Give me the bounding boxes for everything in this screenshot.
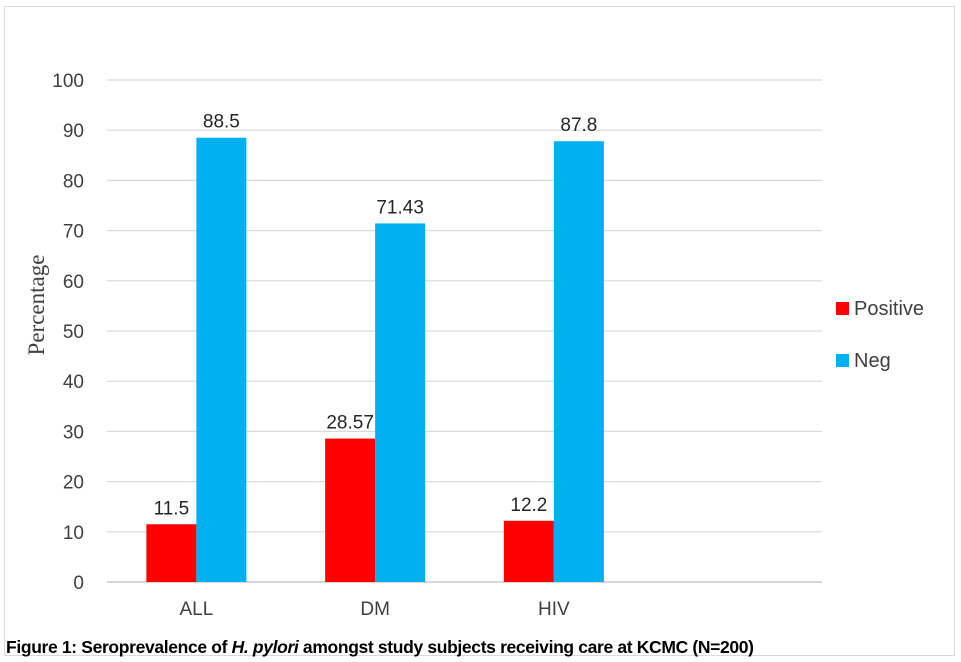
bar-neg-all bbox=[196, 137, 247, 583]
y-tick-label: 10 bbox=[63, 523, 84, 544]
legend-swatch-positive bbox=[836, 302, 849, 315]
data-label: 88.5 bbox=[203, 112, 240, 133]
legend-label-neg: Neg bbox=[854, 350, 891, 372]
y-tick-label: 40 bbox=[63, 372, 84, 393]
y-tick-label: 20 bbox=[63, 473, 84, 494]
legend-swatch-neg bbox=[836, 354, 849, 367]
y-axis-ticks: 0 10 20 30 40 50 60 70 80 90 100 bbox=[52, 71, 84, 594]
x-tick-label: ALL bbox=[179, 599, 213, 620]
bars bbox=[146, 137, 604, 583]
caption-species: H. pylori bbox=[231, 637, 299, 657]
y-tick-label: 60 bbox=[63, 272, 84, 293]
y-tick-label: 70 bbox=[63, 222, 84, 243]
bar-positive-dm bbox=[325, 438, 376, 582]
legend: Positive Neg bbox=[836, 298, 924, 372]
data-label: 11.5 bbox=[154, 498, 190, 519]
chart-frame bbox=[4, 6, 955, 656]
x-axis-ticks: ALL DM HIV bbox=[179, 599, 570, 620]
data-label: 28.57 bbox=[326, 413, 374, 434]
bar-neg-hiv bbox=[553, 141, 604, 582]
figure-caption: Figure 1: Seroprevalence of H. pylori am… bbox=[6, 637, 754, 658]
bar-positive-all bbox=[146, 524, 197, 582]
legend-label-positive: Positive bbox=[854, 298, 924, 320]
y-tick-label: 90 bbox=[63, 121, 84, 142]
x-tick-label: DM bbox=[360, 599, 390, 620]
data-label: 87.8 bbox=[560, 115, 597, 136]
y-tick-label: 80 bbox=[63, 171, 84, 192]
caption-prefix: Figure 1: Seroprevalence of bbox=[6, 637, 232, 657]
y-tick-label: 100 bbox=[52, 71, 84, 92]
data-label: 71.43 bbox=[376, 197, 424, 218]
data-label: 12.2 bbox=[510, 495, 547, 516]
bar-neg-dm bbox=[375, 223, 426, 583]
x-tick-label: HIV bbox=[538, 599, 570, 620]
y-tick-label: 0 bbox=[73, 573, 84, 594]
data-labels: 11.5 88.5 28.57 71.43 12.2 87.8 bbox=[154, 112, 598, 520]
y-axis-label: Percentage bbox=[24, 255, 49, 356]
bar-positive-hiv bbox=[503, 520, 554, 582]
y-tick-label: 30 bbox=[63, 422, 84, 443]
y-tick-label: 50 bbox=[63, 322, 84, 343]
caption-suffix: amongst study subjects receiving care at… bbox=[298, 637, 754, 657]
